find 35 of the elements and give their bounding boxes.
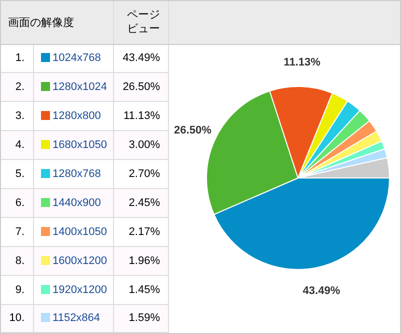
legend-label: 1280x1024 [52,81,107,94]
legend-label: 1024x768 [52,52,101,64]
data-label: 43.49% [302,285,340,298]
text: 9. [1,275,34,304]
text: 1. [1,44,34,73]
text: 7. [1,217,34,246]
text: 43.49% [122,52,160,64]
data-label: 1.45% [114,275,168,304]
text: 10. [1,304,34,333]
text: 8. [1,246,34,276]
data-label: 26.50% [114,72,168,102]
data-label: 2.45% [114,188,168,218]
text: 26.50% [174,124,212,137]
text: 6. [1,188,34,218]
data-label: 1.96% [114,246,168,276]
legend-label: 1600x1200 [52,254,107,267]
legend-label: 1920x1200 [52,284,107,296]
text: 3. [1,102,34,131]
data-label: 2.70% [114,160,168,188]
data-label: 1.59% [114,304,168,333]
text: 4. [1,130,34,160]
data-label: 2.17% [114,217,168,246]
legend-label: 1400x1050 [52,226,107,238]
text: 11.13% [124,110,160,122]
text: ページビュー [126,8,160,36]
legend-label: 1440x900 [52,196,101,209]
legend-label: 1152x864 [52,312,100,324]
text: 5. [1,160,34,188]
legend-label: 1280x800 [52,110,101,122]
data-label: 3.00% [114,130,168,160]
legend-label: 1280x768 [52,168,101,180]
text: 2. [1,72,34,102]
data-label: 11.13% [284,56,321,69]
text: 画面の解像度 [1,1,114,44]
legend-label: 1680x1050 [52,139,107,152]
